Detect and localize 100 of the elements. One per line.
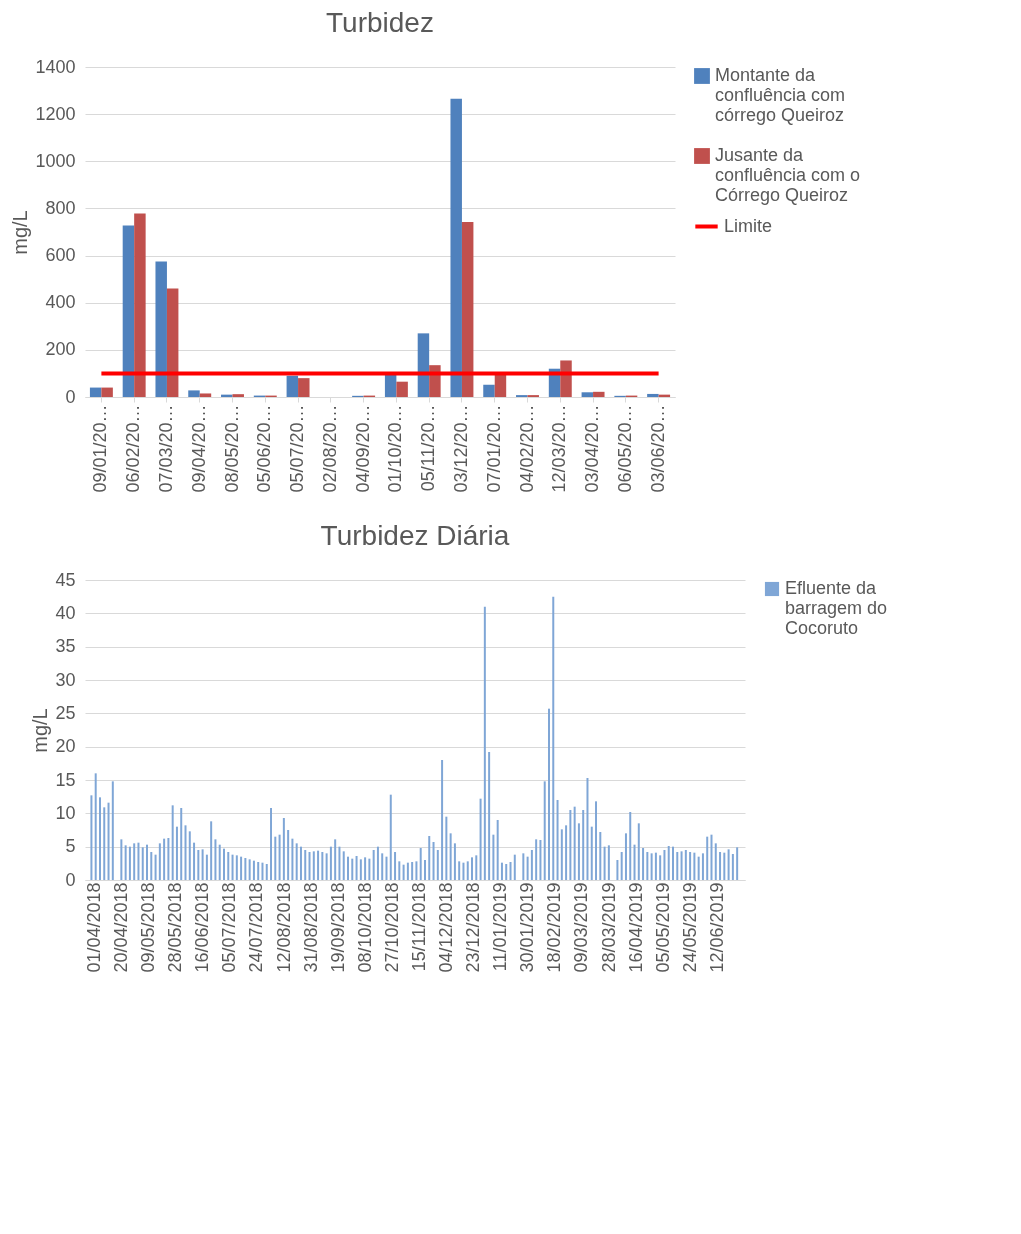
- bar: [304, 850, 307, 880]
- bar: [201, 849, 204, 880]
- y-tick-label: 1400: [35, 56, 76, 77]
- bar: [556, 800, 559, 880]
- bar: [329, 846, 332, 880]
- bar: [581, 392, 594, 397]
- bar: [693, 852, 696, 880]
- y-tick-label: 0: [65, 869, 76, 890]
- x-tick-label: 24/05/2019: [679, 882, 700, 973]
- bar: [475, 855, 478, 880]
- bar: [547, 708, 550, 880]
- bar: [633, 844, 636, 880]
- bar: [389, 794, 392, 880]
- bar: [103, 807, 106, 880]
- chart-title: Turbidez: [326, 7, 434, 38]
- x-tick-label: 31/08/2018: [300, 882, 321, 973]
- bar: [629, 812, 632, 880]
- bar: [128, 846, 131, 880]
- bar: [642, 848, 645, 880]
- legend-label: Montante da confluência com córrego Queiroz: [715, 65, 846, 125]
- x-tick-label: 23/12/2018: [463, 882, 484, 973]
- bar: [180, 808, 183, 880]
- bar: [188, 831, 191, 880]
- bar: [317, 850, 320, 880]
- bar: [569, 810, 572, 880]
- bar: [231, 854, 234, 880]
- bar: [244, 858, 247, 880]
- bar: [351, 858, 354, 880]
- bar: [445, 816, 448, 880]
- y-tick-label: 1200: [35, 103, 76, 124]
- bar: [291, 838, 294, 880]
- bar: [599, 832, 602, 880]
- x-tick-label: 15/11/2018: [408, 882, 429, 972]
- bar: [736, 847, 739, 880]
- x-tick-label: 16/06/2018: [192, 882, 213, 973]
- y-tick-label: 20: [55, 736, 76, 757]
- bar: [171, 805, 174, 880]
- bar: [199, 393, 212, 397]
- bar: [325, 853, 328, 880]
- x-tick-label: 09/01/20…: [90, 404, 111, 493]
- bar: [714, 843, 717, 880]
- bar: [417, 333, 430, 397]
- bar: [107, 802, 110, 880]
- bar: [483, 384, 495, 397]
- bar: [298, 378, 310, 397]
- bar: [543, 781, 546, 880]
- bar: [359, 859, 362, 880]
- bar: [175, 826, 178, 880]
- x-tick-label: 03/04/20…: [582, 404, 603, 493]
- bar: [286, 375, 299, 397]
- bar: [701, 853, 704, 880]
- x-tick-label: 07/03/20…: [155, 404, 176, 493]
- chart-title: Turbidez Diária: [320, 520, 510, 551]
- bar: [706, 836, 709, 880]
- x-tick-label: 05/07/20…: [287, 404, 308, 493]
- bar: [522, 853, 525, 880]
- bar: [676, 852, 679, 880]
- bar: [402, 864, 405, 880]
- bar: [90, 795, 93, 880]
- y-tick-label: 40: [55, 602, 76, 623]
- bar: [98, 797, 101, 880]
- x-tick-label: 19/09/2018: [327, 882, 348, 973]
- bar: [419, 848, 422, 880]
- bar: [214, 839, 217, 880]
- y-tick-label: 200: [45, 339, 76, 360]
- bar: [299, 846, 302, 880]
- bar: [461, 222, 474, 397]
- y-tick-label: 0: [65, 386, 76, 407]
- y-axis-title: mg/L: [29, 708, 52, 753]
- bar: [133, 843, 136, 880]
- bar: [577, 823, 580, 880]
- bar: [647, 393, 659, 397]
- bar: [158, 843, 161, 880]
- bar: [483, 606, 486, 880]
- bar: [312, 851, 315, 880]
- x-tick-label: 05/06/20…: [254, 404, 275, 493]
- bar: [458, 861, 461, 880]
- x-tick-label: 07/01/20…: [483, 404, 504, 493]
- bar: [530, 850, 533, 880]
- y-tick-label: 1000: [35, 150, 76, 171]
- x-tick-label: 06/05/20…: [614, 404, 635, 493]
- bar: [500, 862, 503, 880]
- bar: [453, 843, 456, 880]
- bar: [593, 391, 605, 397]
- bar: [441, 760, 444, 880]
- bar: [205, 854, 208, 880]
- bar: [509, 862, 512, 880]
- y-tick-label: 10: [55, 802, 76, 823]
- bar: [381, 853, 384, 880]
- bar: [466, 861, 469, 880]
- bar: [141, 847, 144, 880]
- bar: [680, 851, 683, 880]
- bar: [342, 851, 345, 880]
- bar: [134, 213, 146, 397]
- bar: [210, 821, 213, 880]
- bar: [282, 818, 285, 880]
- bar: [436, 850, 439, 880]
- x-tick-label: 05/05/2019: [652, 882, 673, 973]
- bar: [394, 852, 397, 880]
- x-tick-label: 12/06/2019: [706, 882, 727, 973]
